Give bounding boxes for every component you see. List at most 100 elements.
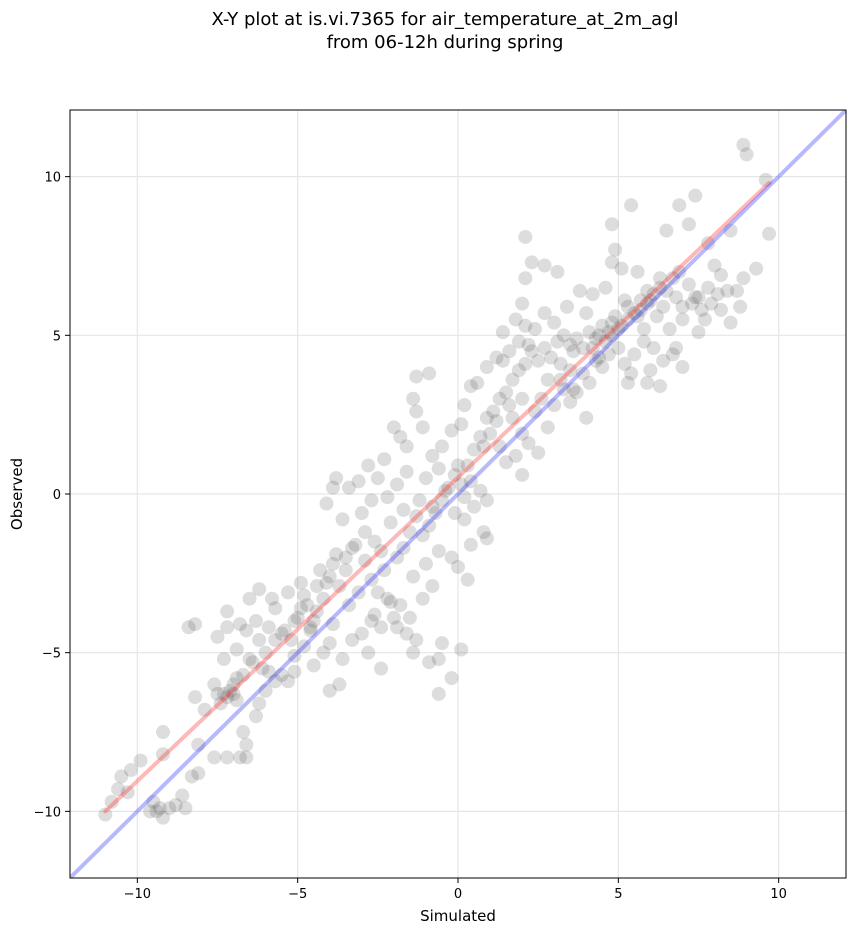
data-point bbox=[601, 325, 616, 340]
data-point bbox=[297, 639, 312, 654]
data-point bbox=[239, 737, 254, 752]
data-point bbox=[688, 290, 703, 305]
chart-subtitle: from 06-12h during spring bbox=[327, 32, 564, 53]
data-point bbox=[630, 309, 645, 324]
x-tick-label: 5 bbox=[614, 887, 622, 902]
data-point bbox=[348, 537, 363, 552]
data-point bbox=[345, 540, 360, 555]
data-point bbox=[758, 172, 773, 187]
data-point bbox=[390, 550, 405, 565]
data-point bbox=[220, 690, 235, 705]
data-point bbox=[316, 645, 331, 660]
data-point bbox=[261, 664, 276, 679]
data-point bbox=[393, 598, 408, 613]
y-tick-label: 0 bbox=[53, 488, 61, 503]
data-point bbox=[377, 563, 392, 578]
data-point bbox=[374, 620, 389, 635]
data-point bbox=[149, 804, 164, 819]
data-point bbox=[614, 318, 629, 333]
data-point bbox=[723, 315, 738, 330]
data-point bbox=[518, 356, 533, 371]
data-point bbox=[563, 394, 578, 409]
data-point bbox=[620, 312, 635, 327]
data-point bbox=[104, 794, 119, 809]
data-point bbox=[473, 429, 488, 444]
data-point bbox=[309, 579, 324, 594]
data-point bbox=[444, 423, 459, 438]
data-point bbox=[604, 255, 619, 270]
data-point bbox=[325, 617, 340, 632]
data-point bbox=[723, 223, 738, 238]
data-point bbox=[527, 404, 542, 419]
data-point bbox=[370, 585, 385, 600]
data-point bbox=[329, 471, 344, 486]
data-point bbox=[281, 674, 296, 689]
data-point bbox=[563, 337, 578, 352]
data-point bbox=[492, 391, 507, 406]
data-point bbox=[543, 350, 558, 365]
data-point bbox=[188, 690, 203, 705]
data-point bbox=[710, 287, 725, 302]
data-point bbox=[293, 575, 308, 590]
data-point bbox=[713, 302, 728, 317]
data-point bbox=[675, 360, 690, 375]
data-point bbox=[441, 480, 456, 495]
y-tick-label: −5 bbox=[42, 647, 61, 662]
data-point bbox=[566, 344, 581, 359]
data-point bbox=[515, 296, 530, 311]
data-point bbox=[386, 610, 401, 625]
data-point bbox=[576, 366, 591, 381]
data-point bbox=[588, 331, 603, 346]
x-tick-label: 10 bbox=[770, 887, 787, 902]
data-point bbox=[720, 283, 735, 298]
data-point bbox=[422, 655, 437, 670]
data-point bbox=[511, 334, 526, 349]
data-point bbox=[175, 788, 190, 803]
data-point bbox=[540, 420, 555, 435]
data-point bbox=[653, 379, 668, 394]
data-point bbox=[306, 658, 321, 673]
data-point bbox=[762, 226, 777, 241]
data-point bbox=[393, 429, 408, 444]
data-point bbox=[386, 420, 401, 435]
data-point bbox=[669, 290, 684, 305]
data-point bbox=[155, 725, 170, 740]
data-point bbox=[713, 268, 728, 283]
data-point bbox=[415, 528, 430, 543]
data-point bbox=[220, 604, 235, 619]
data-point bbox=[502, 344, 517, 359]
data-point bbox=[383, 515, 398, 530]
data-point bbox=[184, 769, 199, 784]
data-point bbox=[659, 283, 674, 298]
data-point bbox=[454, 417, 469, 432]
regression-lines bbox=[70, 110, 846, 878]
data-point bbox=[431, 686, 446, 701]
data-point bbox=[451, 458, 465, 473]
data-point bbox=[306, 613, 321, 628]
data-point bbox=[646, 287, 661, 302]
data-point bbox=[505, 372, 520, 387]
data-point bbox=[396, 540, 411, 555]
data-point bbox=[556, 328, 571, 343]
data-point bbox=[457, 398, 472, 413]
data-point bbox=[316, 591, 331, 606]
data-point bbox=[431, 544, 446, 559]
data-point bbox=[297, 588, 312, 603]
data-point bbox=[553, 356, 568, 371]
data-point bbox=[470, 375, 485, 390]
data-point bbox=[402, 610, 417, 625]
data-point bbox=[274, 667, 289, 682]
data-point bbox=[669, 341, 684, 356]
data-point bbox=[332, 579, 347, 594]
data-point bbox=[338, 563, 353, 578]
data-point bbox=[598, 334, 613, 349]
data-point bbox=[656, 353, 671, 368]
data-point bbox=[672, 264, 687, 279]
data-point bbox=[399, 464, 414, 479]
data-point bbox=[358, 525, 373, 540]
data-point bbox=[255, 661, 270, 676]
data-point bbox=[374, 661, 389, 676]
data-point bbox=[168, 798, 183, 813]
data-point bbox=[98, 807, 113, 822]
data-point bbox=[681, 217, 696, 232]
